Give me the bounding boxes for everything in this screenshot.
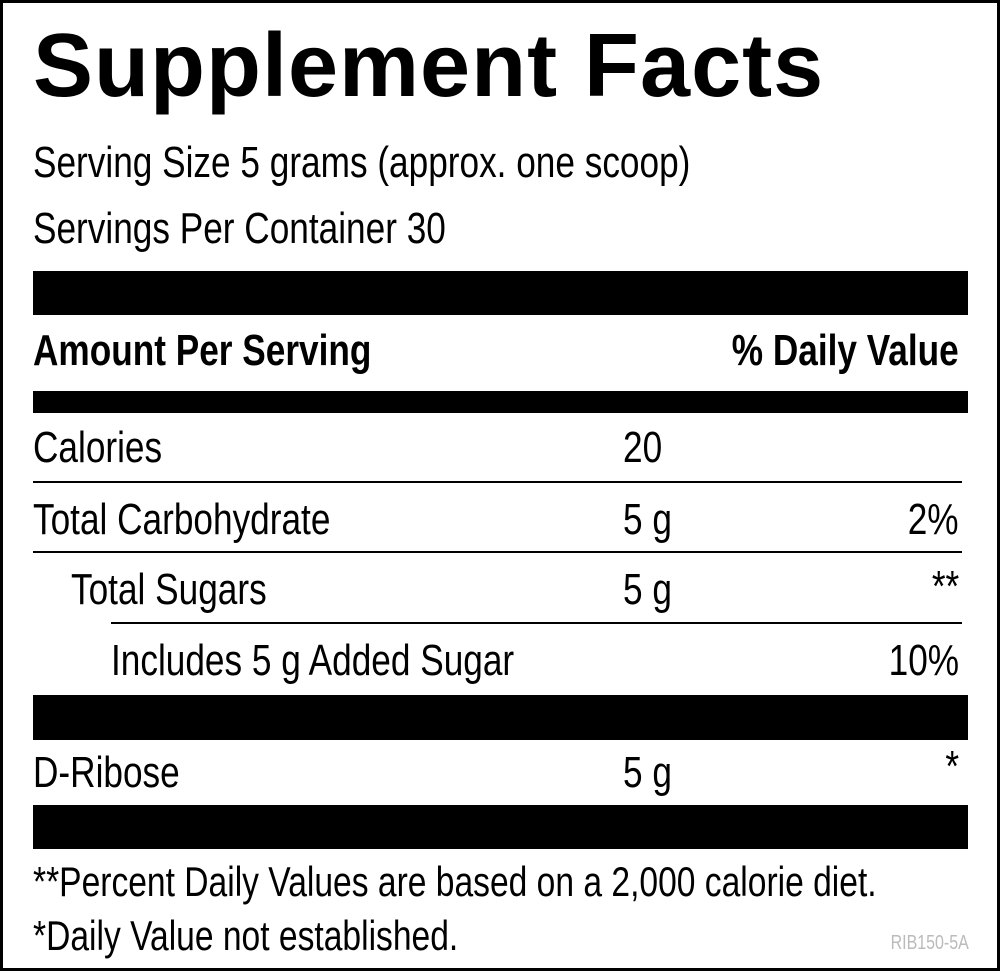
row-rule	[33, 481, 962, 483]
product-code: RIB150-5A	[890, 932, 969, 954]
daily-value-header: % Daily Value	[732, 326, 959, 375]
footnote: **Percent Daily Values are based on a 2,…	[33, 858, 877, 905]
row-daily-value: 10%	[888, 636, 959, 685]
row-daily-value: **	[931, 562, 959, 611]
row-rule	[111, 622, 962, 624]
row-daily-value: *	[945, 742, 959, 791]
title: Supplement Facts	[33, 16, 825, 116]
row-amount: 20	[623, 423, 663, 472]
row-amount: 5 g	[623, 565, 672, 614]
divider-bar	[33, 271, 968, 315]
row-amount: 5 g	[623, 495, 672, 544]
row-rule	[33, 551, 962, 553]
amount-header: Amount Per Serving	[33, 326, 372, 375]
row-name: Calories	[33, 423, 163, 472]
row-name: Total Sugars	[71, 565, 267, 614]
footnote: *Daily Value not established.	[33, 912, 459, 959]
row-daily-value: 2%	[908, 495, 959, 544]
serving-size: Serving Size 5 grams (approx. one scoop)	[33, 138, 691, 187]
row-name: Includes 5 g Added Sugar	[111, 636, 515, 685]
divider-bar	[33, 805, 968, 849]
divider-bar	[33, 695, 968, 740]
row-name: Total Carbohydrate	[33, 495, 331, 544]
divider-bar	[33, 391, 968, 413]
row-name: D-Ribose	[33, 748, 180, 797]
servings-per-container: Servings Per Container 30	[33, 204, 446, 253]
row-amount: 5 g	[623, 748, 672, 797]
